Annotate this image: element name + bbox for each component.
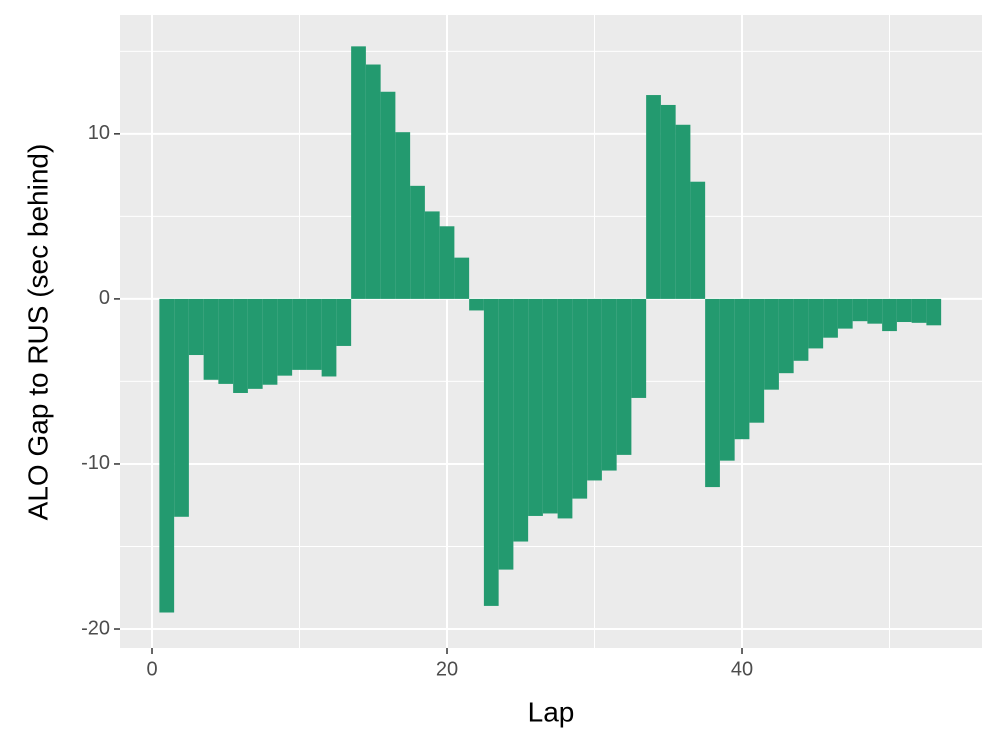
- x-axis-title: Lap: [528, 696, 575, 727]
- bar: [587, 298, 602, 481]
- y-tick-label: 0: [99, 287, 110, 309]
- y-tick-label: -10: [81, 452, 110, 474]
- bar: [675, 124, 691, 299]
- bar: [705, 298, 720, 488]
- bar: [365, 64, 381, 299]
- bar: [454, 257, 470, 299]
- bar: [896, 298, 912, 323]
- bar: [203, 298, 219, 380]
- bar: [719, 298, 735, 461]
- bar: [646, 95, 661, 299]
- bar: [808, 298, 824, 349]
- bar: [188, 298, 204, 356]
- bar: [764, 298, 779, 390]
- bar: [395, 132, 411, 299]
- bar: [218, 298, 234, 384]
- bar: [380, 91, 396, 299]
- bar: [483, 298, 499, 606]
- bar: [306, 298, 322, 370]
- bar: [292, 298, 307, 370]
- bar: [247, 298, 263, 389]
- bar: [852, 298, 868, 322]
- x-tick-label: 40: [731, 658, 753, 680]
- bar: [557, 298, 573, 519]
- y-tick-label: 10: [88, 122, 110, 144]
- bar: [660, 104, 676, 299]
- bar: [336, 298, 352, 346]
- bar: [233, 298, 248, 393]
- bar: [734, 298, 750, 440]
- bar: [321, 298, 337, 377]
- bar: [542, 298, 558, 514]
- bar: [823, 298, 838, 338]
- bar: [616, 298, 632, 455]
- bar: [867, 298, 883, 324]
- x-tick-label: 0: [146, 658, 157, 680]
- bar: [277, 298, 293, 376]
- bar: [572, 298, 588, 499]
- bar: [410, 185, 425, 299]
- bar: [793, 298, 809, 361]
- y-tick-label: -20: [81, 617, 110, 639]
- bar: [749, 298, 765, 423]
- bar: [690, 181, 706, 299]
- bar: [631, 298, 647, 398]
- bar: [174, 298, 189, 517]
- bar: [439, 226, 455, 299]
- bar: [498, 298, 514, 570]
- bar: [911, 298, 927, 323]
- bar: [424, 211, 440, 299]
- bar: [926, 298, 942, 326]
- bar: [778, 298, 794, 374]
- bar: [262, 298, 278, 385]
- bar: [528, 298, 543, 516]
- bar: [837, 298, 853, 329]
- y-axis-title: ALO Gap to RUS (sec behind): [22, 144, 53, 521]
- bar: [159, 298, 175, 613]
- bar: [513, 298, 529, 542]
- bar: [601, 298, 617, 471]
- bar: [469, 298, 484, 311]
- x-tick-label: 20: [436, 658, 458, 680]
- bar: [882, 298, 897, 332]
- bar: [351, 46, 366, 299]
